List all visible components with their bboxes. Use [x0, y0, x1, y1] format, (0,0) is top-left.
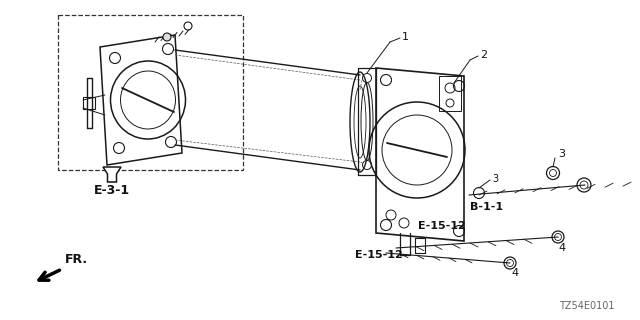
Text: 4: 4: [511, 268, 518, 278]
Text: FR.: FR.: [65, 253, 88, 266]
Text: 3: 3: [558, 149, 565, 159]
Text: TZ54E0101: TZ54E0101: [559, 301, 615, 311]
Text: E-3-1: E-3-1: [94, 183, 130, 196]
Bar: [83, 97, 95, 109]
Circle shape: [163, 33, 171, 41]
Text: E-15-12: E-15-12: [418, 221, 466, 231]
Bar: [58, 15, 243, 170]
Bar: [439, 76, 461, 111]
Text: B-1-1: B-1-1: [470, 202, 503, 212]
Text: 2: 2: [480, 50, 487, 60]
Text: E-15-12: E-15-12: [355, 250, 403, 260]
Polygon shape: [103, 167, 121, 182]
Text: 4: 4: [558, 243, 565, 253]
Text: 1: 1: [402, 32, 409, 42]
Text: 3: 3: [492, 174, 498, 184]
